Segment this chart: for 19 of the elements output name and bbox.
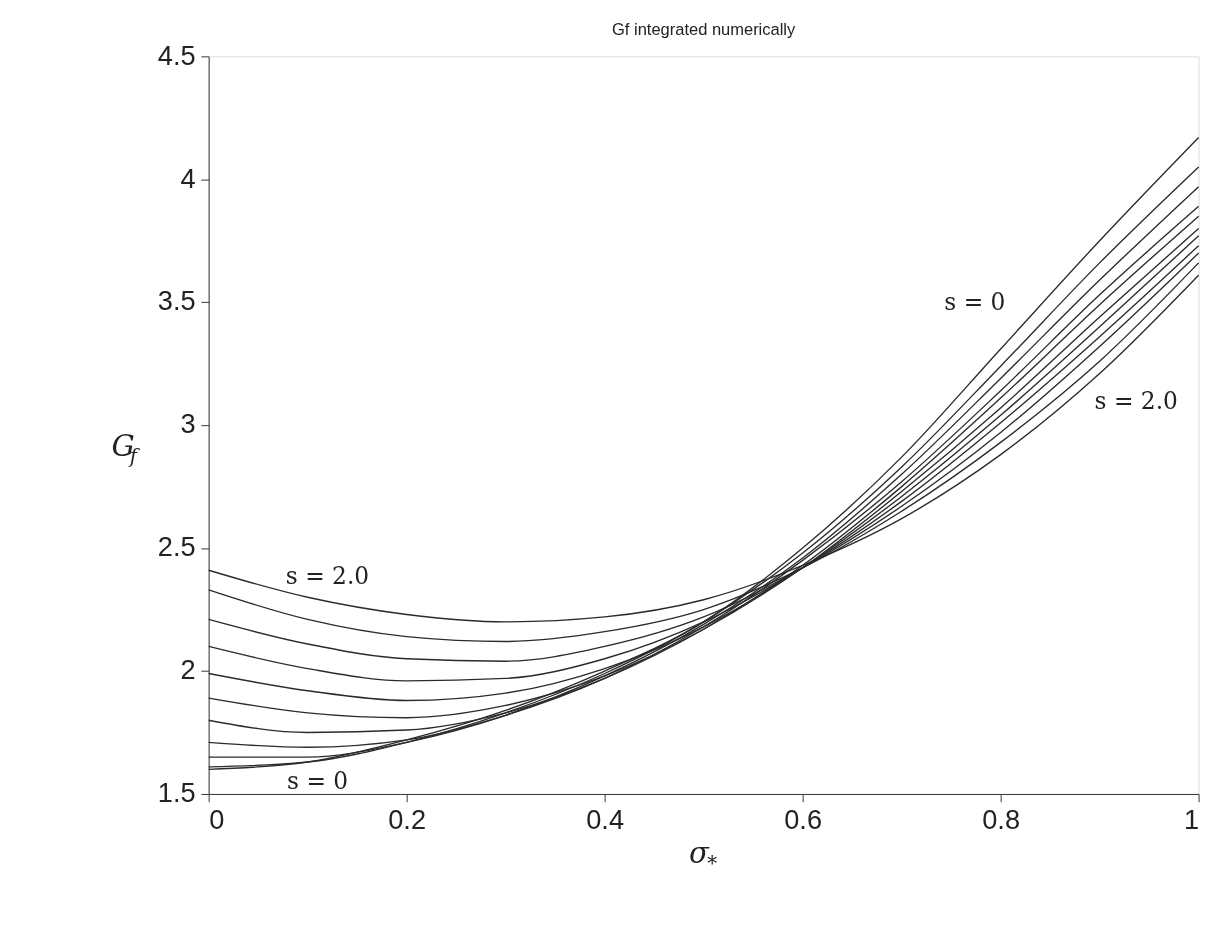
x-tick-label: 0.8: [982, 804, 1020, 836]
y-tick-label: 4: [180, 162, 196, 194]
x-tick-label: 0.4: [586, 804, 625, 836]
x-axis-title: σ*: [689, 835, 718, 876]
annotation: s = 2.0: [1094, 387, 1178, 415]
chart-title: Gf integrated numerically: [612, 20, 797, 39]
x-tick-label: 0.6: [784, 804, 823, 836]
y-tick-label: 4.5: [157, 39, 196, 71]
x-tick-label: 0.2: [388, 804, 427, 836]
y-tick-label: 2.5: [157, 531, 196, 563]
annotation: s = 0: [287, 766, 349, 794]
y-tick-label: 3.5: [157, 285, 196, 317]
annotation: s = 0: [944, 287, 1006, 315]
x-tick-label: 0: [209, 804, 225, 836]
y-tick-label: 1.5: [157, 777, 196, 809]
annotation: s = 2.0: [285, 561, 370, 589]
x-tick-label: 1: [1183, 804, 1200, 836]
y-tick-label: 2: [180, 654, 196, 686]
y-tick-label: 3: [180, 408, 196, 440]
